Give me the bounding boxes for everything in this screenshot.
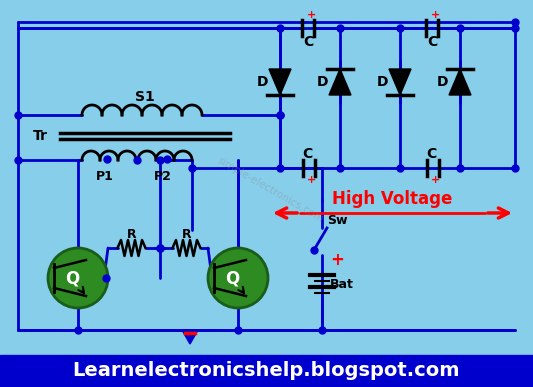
Text: C: C bbox=[303, 35, 313, 49]
Text: simple-electronics.com: simple-electronics.com bbox=[215, 156, 325, 224]
Text: Bat: Bat bbox=[330, 279, 354, 291]
Polygon shape bbox=[329, 69, 351, 95]
Text: Q: Q bbox=[65, 269, 79, 287]
Text: P1: P1 bbox=[96, 171, 114, 183]
Text: Sw: Sw bbox=[327, 214, 348, 226]
Text: Learnelectronicshelp.blogspot.com: Learnelectronicshelp.blogspot.com bbox=[72, 361, 460, 380]
Polygon shape bbox=[182, 330, 198, 344]
Text: P2: P2 bbox=[154, 171, 172, 183]
Text: +: + bbox=[330, 251, 344, 269]
Text: High Voltage: High Voltage bbox=[332, 190, 453, 208]
Text: C: C bbox=[427, 35, 437, 49]
Polygon shape bbox=[389, 69, 411, 95]
Text: +: + bbox=[308, 10, 317, 20]
Text: +: + bbox=[431, 10, 441, 20]
Text: D: D bbox=[436, 75, 448, 89]
Text: R: R bbox=[127, 228, 136, 241]
Text: +: + bbox=[308, 175, 317, 185]
Text: C: C bbox=[426, 147, 436, 161]
Text: D: D bbox=[376, 75, 387, 89]
Polygon shape bbox=[269, 69, 291, 95]
Circle shape bbox=[48, 248, 108, 308]
Text: Tr: Tr bbox=[33, 129, 47, 143]
Text: C: C bbox=[302, 147, 312, 161]
Circle shape bbox=[208, 248, 268, 308]
Text: +: + bbox=[431, 175, 441, 185]
Text: R: R bbox=[182, 228, 191, 241]
Text: D: D bbox=[316, 75, 328, 89]
Polygon shape bbox=[449, 69, 471, 95]
Bar bbox=[0, 355, 533, 387]
Text: Q: Q bbox=[225, 269, 239, 287]
Text: D: D bbox=[256, 75, 268, 89]
Text: S1: S1 bbox=[135, 90, 155, 104]
